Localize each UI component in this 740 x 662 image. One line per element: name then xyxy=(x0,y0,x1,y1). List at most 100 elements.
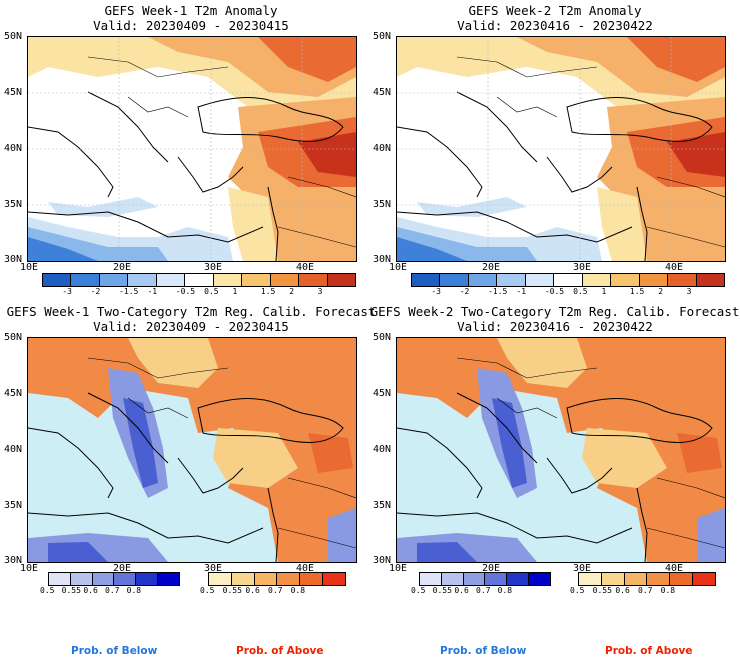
anomaly-colorbar-week2-labels: -3 -2 -1.5 -1 -0.5 0.5 1 1.5 2 3 xyxy=(411,287,723,297)
colorbar-tick-label: 0.55 xyxy=(592,586,612,595)
colorbar-tick-label: 0.5 xyxy=(200,586,215,595)
colorbar-tick-label: -0.5 xyxy=(544,287,565,296)
lat-label-50n: 50N xyxy=(373,31,392,42)
probability-map-week2 xyxy=(396,337,726,563)
colorbar-swatch xyxy=(114,573,137,585)
lat-label-50n: 50N xyxy=(4,31,23,42)
prob-above-colorbar-week2 xyxy=(578,572,716,586)
lon-label-20e: 20E xyxy=(113,262,132,273)
colorbar-swatch xyxy=(327,274,355,286)
lat-label-30n: 30N xyxy=(373,555,392,566)
colorbar-tick-label: 2 xyxy=(658,287,664,296)
lat-label-40n: 40N xyxy=(4,143,23,154)
colorbar-swatch xyxy=(529,573,550,585)
lon-label-10e: 10E xyxy=(389,563,408,574)
anomaly-colorbar-week1 xyxy=(42,273,356,287)
prob-below-colorbar-week2 xyxy=(419,572,551,586)
anomaly-colorbar-week1-labels: -3 -2 -1.5 -1 -0.5 0.5 1 1.5 2 3 xyxy=(42,287,354,297)
colorbar-tick-label: 0.5 xyxy=(573,287,588,296)
colorbar-tick-label: 0.6 xyxy=(615,586,630,595)
colorbar-tick-label: 0.6 xyxy=(454,586,469,595)
colorbar-swatch xyxy=(300,573,324,585)
colorbar-swatch xyxy=(696,274,724,286)
probability-map-week1 xyxy=(27,337,357,563)
prob-above-colorbar-week1-labels: 0.5 0.55 0.6 0.7 0.8 xyxy=(200,586,344,596)
lat-label-40n: 40N xyxy=(4,444,23,455)
colorbar-swatch xyxy=(601,573,625,585)
colorbar-swatch xyxy=(209,573,232,585)
colorbar-tick-label: 0.55 xyxy=(222,586,242,595)
lon-label-20e: 20E xyxy=(482,262,501,273)
colorbar-swatch xyxy=(277,573,301,585)
prob-above-caption: Prob. of Above xyxy=(236,645,324,657)
lon-label-40e: 40E xyxy=(665,563,684,574)
colorbar-swatch xyxy=(507,573,530,585)
prob-below-caption: Prob. of Below xyxy=(440,645,527,657)
lat-label-40n: 40N xyxy=(373,444,392,455)
lon-label-40e: 40E xyxy=(665,262,684,273)
colorbar-tick-label: -2 xyxy=(90,287,101,296)
colorbar-tick-label: -2 xyxy=(459,287,470,296)
lon-label-30e: 30E xyxy=(204,262,223,273)
lat-label-30n: 30N xyxy=(4,555,23,566)
prob-below-caption: Prob. of Below xyxy=(71,645,158,657)
colorbar-tick-label: 0.5 xyxy=(40,586,55,595)
colorbar-swatch xyxy=(468,274,498,286)
lat-label-30n: 30N xyxy=(373,254,392,265)
lat-label-50n: 50N xyxy=(373,332,392,343)
lat-label-40n: 40N xyxy=(373,143,392,154)
colorbar-tick-label: -1 xyxy=(147,287,158,296)
colorbar-tick-label: 0.8 xyxy=(126,586,142,595)
colorbar-swatch xyxy=(525,274,555,286)
colorbar-tick-label: -3 xyxy=(62,287,72,296)
colorbar-swatch xyxy=(299,274,328,286)
colorbar-swatch xyxy=(242,274,271,286)
colorbar-swatch xyxy=(668,274,697,286)
colorbar-swatch xyxy=(136,573,159,585)
colorbar-tick-label: 0.7 xyxy=(638,586,653,595)
lon-label-40e: 40E xyxy=(296,262,315,273)
colorbar-tick-label: 1 xyxy=(601,287,607,296)
colorbar-tick-label: 0.5 xyxy=(570,586,585,595)
lat-label-45n: 45N xyxy=(4,87,23,98)
colorbar-tick-label: 0.7 xyxy=(105,586,120,595)
prob-above-colorbar-week2-labels: 0.5 0.55 0.6 0.7 0.8 xyxy=(570,586,714,596)
anomaly-map-week2 xyxy=(396,36,726,262)
colorbar-swatch xyxy=(485,573,508,585)
lat-label-35n: 35N xyxy=(4,199,23,210)
colorbar-tick-label: 1.5 xyxy=(629,287,645,296)
prob-below-colorbar-week1-labels: 0.5 0.55 0.6 0.7 0.8 xyxy=(40,586,178,596)
colorbar-tick-label: -1.5 xyxy=(119,287,139,296)
colorbar-swatch xyxy=(49,573,71,585)
colorbar-swatch xyxy=(92,573,115,585)
colorbar-tick-label: 0.7 xyxy=(476,586,491,595)
colorbar-tick-label: 0.8 xyxy=(290,586,306,595)
lat-label-45n: 45N xyxy=(4,388,23,399)
colorbar-tick-label: 0.55 xyxy=(61,586,81,595)
colorbar-tick-label: 0.5 xyxy=(204,287,219,296)
anomaly-colorbar-week2 xyxy=(411,273,725,287)
colorbar-swatch xyxy=(647,573,671,585)
colorbar-swatch xyxy=(420,573,442,585)
colorbar-tick-label: -0.5 xyxy=(175,287,196,296)
colorbar-swatch xyxy=(43,274,72,286)
colorbar-swatch xyxy=(71,274,100,286)
lon-label-30e: 30E xyxy=(573,262,592,273)
panel3-title: GEFS Week-1 Two-Category T2m Reg. Calib.… xyxy=(6,304,376,319)
colorbar-tick-label: 0.6 xyxy=(83,586,98,595)
lat-label-50n: 50N xyxy=(4,332,23,343)
panel2-title: GEFS Week-2 T2m Anomaly xyxy=(468,3,642,18)
colorbar-swatch xyxy=(440,274,469,286)
colorbar-swatch xyxy=(611,274,640,286)
colorbar-swatch xyxy=(463,573,486,585)
anomaly-map-week1 xyxy=(27,36,357,262)
colorbar-tick-label: 2 xyxy=(289,287,295,296)
colorbar-tick-label: 0.5 xyxy=(411,586,426,595)
lon-label-30e: 30E xyxy=(573,563,592,574)
lon-label-40e: 40E xyxy=(296,563,315,574)
colorbar-tick-label: 1.5 xyxy=(260,287,276,296)
colorbar-swatch xyxy=(156,274,186,286)
colorbar-swatch xyxy=(441,573,464,585)
colorbar-swatch xyxy=(323,573,345,585)
lon-label-20e: 20E xyxy=(482,563,501,574)
